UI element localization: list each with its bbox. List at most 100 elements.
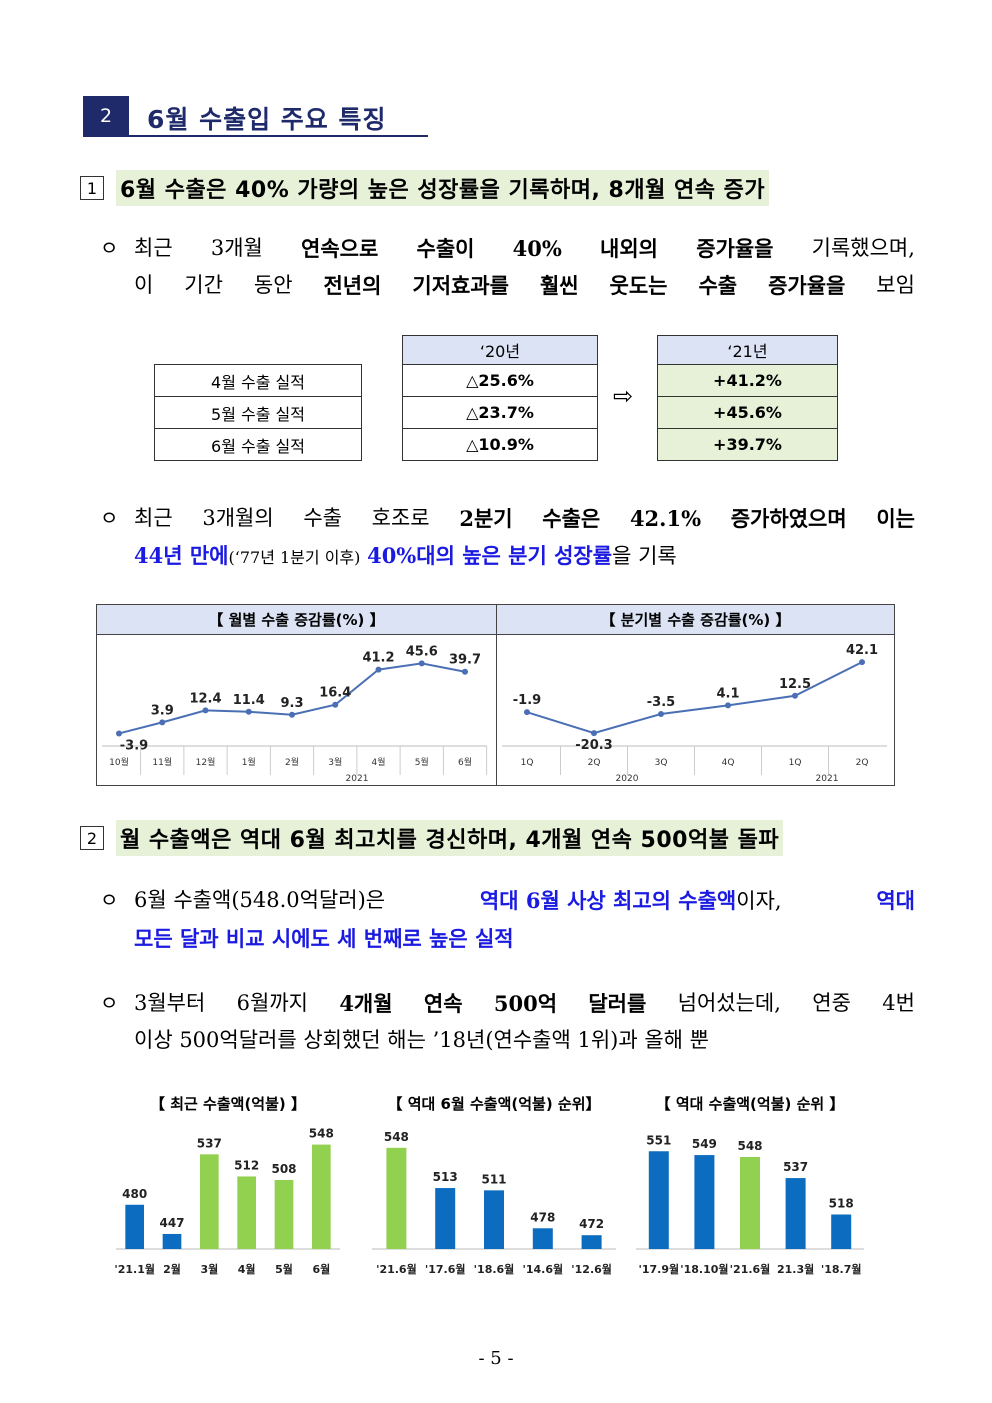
x-tick-label: 3Q [655, 758, 668, 768]
chart-title: 【 분기별 수출 증감률(%) 】 [497, 605, 894, 635]
bar [435, 1188, 456, 1249]
word: 기록했으며, [811, 236, 915, 260]
word: 이는 [876, 506, 915, 531]
bar [386, 1147, 407, 1249]
column-header: ‘20년 [402, 335, 598, 365]
word: 연속 [423, 991, 463, 1016]
x-tick-label: 11월 [152, 756, 172, 768]
bar [125, 1204, 144, 1249]
bar-value-label: 511 [481, 1172, 506, 1186]
word: 40% [512, 236, 562, 261]
bar-value-label: 548 [737, 1139, 762, 1153]
data-label: 39.7 [449, 653, 481, 668]
bar-value-label: 508 [271, 1162, 296, 1176]
bar-value-label: 549 [692, 1137, 717, 1151]
data-label: 12.5 [779, 677, 811, 692]
line-charts-panel: 【 월별 수출 증감률(%) 】 -3.9 10월 3.9 11월 12.4 12월 11.… [96, 604, 895, 786]
column-header: ‘21년 [657, 335, 838, 365]
x-tick-label: 4월 [371, 756, 385, 768]
data-point [859, 659, 865, 666]
word: 6월까지 [236, 991, 308, 1015]
word: 내외의 [600, 236, 658, 261]
text: 이자, [736, 889, 782, 913]
highlight-text: 44년 만에 [134, 543, 229, 568]
x-tick-label: '21.1월 [114, 1262, 155, 1276]
data-point [159, 719, 166, 726]
data-point [245, 708, 252, 715]
data-point [524, 709, 530, 716]
x-tick-label: 2Q [588, 758, 601, 768]
monthly-line-chart: -3.9 10월 3.9 11월 12.4 12월 11.4 1월 9.3 2월 16.4 3월 41.… [102, 644, 488, 784]
data-label: -3.9 [120, 738, 148, 753]
x-tick-label: '21.6월 [730, 1262, 771, 1276]
bar-chart-recent: 【 최근 수출액(억불) 】 480 '21.1월 447 2월 537 3월 512 4월 5… [110, 1093, 346, 1279]
word: 연중 [812, 991, 851, 1015]
x-tick-label: 4Q [722, 758, 735, 768]
paragraph-2: ㅇ 최근 3개월의 수출 호조로 2분기 수출은 42.1% 증가하였으며 이는… [100, 500, 915, 576]
word: 증가하였으며 [730, 506, 847, 531]
data-point [725, 702, 731, 709]
word: 이 [134, 273, 154, 297]
data-label: 42.1 [846, 643, 878, 658]
bar [274, 1180, 294, 1249]
p3-line1: 6월 수출액(548.0억달러)은 역대 6월 사상 최고의 수출액이자, 역대 [134, 882, 915, 920]
data-point [418, 660, 425, 667]
bar [785, 1178, 806, 1249]
table-cell: +45.6% [657, 396, 838, 429]
bar-value-label: 518 [829, 1197, 854, 1211]
x-tick-label: 6월 [458, 756, 472, 768]
word: 기간 [184, 273, 223, 297]
bar [162, 1233, 182, 1249]
bar-value-label: 480 [122, 1187, 147, 1201]
x-tick-label: 1Q [789, 758, 802, 768]
section-underline [83, 135, 428, 137]
data-point [116, 730, 122, 737]
word: 3개월의 [202, 506, 274, 530]
word: 수출은 [542, 506, 601, 531]
chart-title: 【 역대 수출액(억불) 순위 】 [655, 1095, 845, 1113]
subheading-number-box: 1 [80, 176, 104, 200]
tail-text: 을 기록 [612, 544, 677, 568]
x-tick-label: 4월 [238, 1262, 256, 1276]
table-cell: +39.7% [657, 428, 838, 461]
word: 달러를 [588, 991, 647, 1016]
table-cell: △25.6% [402, 364, 598, 397]
word: 최근 [134, 236, 173, 260]
bar [694, 1155, 715, 1249]
quarterly-line-chart: -1.9 1Q -20.3 2Q -3.5 3Q 4.1 4Q 12.5 1Q 42.1 2Q 2020… [502, 643, 887, 784]
bullet-icon: ㅇ [100, 991, 119, 1015]
table-2021: ‘21년 +41.2% +45.6% +39.7% [657, 335, 838, 461]
bar [312, 1144, 331, 1249]
chart-title: 【 월별 수출 증감률(%) 】 [97, 605, 496, 635]
word: 연속으로 [301, 236, 379, 261]
word: 3개월 [210, 236, 263, 260]
data-label: -1.9 [513, 693, 541, 708]
table-cell: +41.2% [657, 364, 838, 397]
word: 호조로 [371, 506, 430, 530]
x-tick-label: 2월 [285, 756, 299, 768]
row-label: 5월 수출 실적 [154, 396, 362, 429]
all-time-rank-bar-chart: 551 '17.9월 549 '18.10월 548 '21.6월 537 21.3월 518 '… [636, 1133, 864, 1276]
data-label: 16.4 [319, 686, 351, 701]
word: 전년의 [323, 273, 382, 298]
bar-value-label: 548 [384, 1130, 409, 1144]
page-number: - 5 - [478, 1348, 514, 1369]
word: 보임 [876, 273, 915, 297]
word: 수출 [303, 506, 342, 530]
bar-value-label: 447 [159, 1216, 184, 1230]
bar-value-label: 537 [197, 1136, 222, 1150]
data-label: 12.4 [189, 691, 221, 706]
word: 2분기 [459, 506, 513, 531]
word: 넘어섰는데, [677, 991, 781, 1015]
x-tick-label: '18.6월 [474, 1262, 515, 1276]
june-rank-bar-chart: 548 '21.6월 513 '17.6월 511 '18.6월 478 '14.6월 472 '… [372, 1130, 616, 1276]
subheading-text: 6월 수출은 40% 가량의 높은 성장률을 기록하며, 8개월 연속 증가 [116, 170, 770, 206]
word: 훨씬 [539, 273, 579, 298]
word: 증가율을 [768, 273, 846, 298]
table-cell: △10.9% [402, 428, 598, 461]
bar [484, 1190, 504, 1249]
data-label: 11.4 [233, 693, 265, 708]
word: 수출이 [416, 236, 475, 261]
paragraph-3: ㅇ 6월 수출액(548.0억달러)은 역대 6월 사상 최고의 수출액이자, … [100, 882, 915, 958]
bullet-icon: ㅇ [100, 506, 119, 530]
